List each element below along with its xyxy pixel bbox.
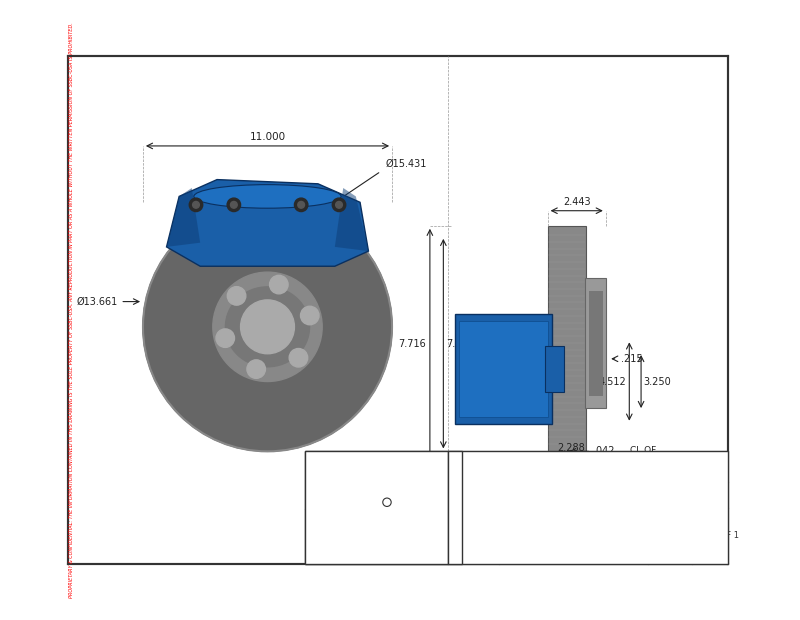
Circle shape — [270, 275, 288, 294]
Polygon shape — [166, 188, 200, 247]
Bar — [548, 226, 586, 461]
Bar — [545, 346, 564, 392]
Circle shape — [298, 202, 305, 208]
Bar — [455, 314, 552, 423]
Text: 3.233: 3.233 — [563, 461, 590, 472]
Circle shape — [332, 198, 346, 211]
Text: 4.512: 4.512 — [598, 376, 626, 386]
Text: -X: -X — [455, 533, 462, 539]
Circle shape — [247, 360, 266, 378]
Circle shape — [301, 306, 319, 325]
Circle shape — [382, 498, 391, 507]
Polygon shape — [335, 188, 369, 251]
Text: SSBC: SSBC — [333, 454, 421, 484]
Text: 6.465: 6.465 — [517, 477, 544, 487]
Circle shape — [227, 198, 241, 211]
Text: PHONE: 716-775-6700, FAX: 716-714-9600: PHONE: 716-775-6700, FAX: 716-714-9600 — [310, 531, 443, 536]
Text: PROPRIETARY & CONFIDENTIAL: THE INFORMATION CONTAINED IN THIS DRAWING IS THE SOL: PROPRIETARY & CONFIDENTIAL: THE INFORMAT… — [69, 22, 74, 598]
Circle shape — [336, 202, 342, 208]
Text: +Y: +Y — [469, 520, 478, 526]
Circle shape — [213, 272, 322, 381]
Circle shape — [230, 202, 238, 208]
Circle shape — [193, 202, 199, 208]
Bar — [448, 451, 462, 564]
Text: SHEET 1 OF 1: SHEET 1 OF 1 — [682, 531, 738, 541]
Text: WHEEL FITMENT: WHEEL FITMENT — [452, 479, 458, 536]
Bar — [585, 278, 606, 409]
Circle shape — [289, 348, 308, 367]
Text: 2005-2012 Ford F250 Fitment: 2005-2012 Ford F250 Fitment — [488, 459, 714, 474]
Circle shape — [216, 329, 234, 347]
Text: FRACTIONAL ±1/64
ANGULAR ±1/2°
2 PLACE DECIMAL ±.010 [.254]
3 PLACE DECIMAL ±.00: FRACTIONAL ±1/64 ANGULAR ±1/2° 2 PLACE D… — [452, 526, 555, 559]
Ellipse shape — [194, 185, 341, 208]
Bar — [448, 451, 728, 564]
Text: -Y: -Y — [470, 546, 477, 552]
Text: 7.716: 7.716 — [398, 339, 426, 348]
Circle shape — [241, 300, 294, 354]
Text: 2.443: 2.443 — [563, 197, 590, 207]
Text: 8/14/2024 1:32:57 PM (MOD)
8/14/2024 1:32:59 PM (DWG): 8/14/2024 1:32:57 PM (MOD) 8/14/2024 1:3… — [530, 487, 633, 502]
Circle shape — [294, 198, 308, 211]
Bar — [589, 291, 603, 396]
Text: .215: .215 — [621, 354, 642, 364]
Text: 11.000: 11.000 — [250, 131, 286, 142]
Bar — [459, 321, 548, 417]
Circle shape — [143, 202, 392, 451]
Circle shape — [227, 286, 246, 305]
Ellipse shape — [226, 287, 310, 367]
Text: USA: USA — [351, 481, 402, 501]
Text: TITLE: TITLE — [455, 475, 474, 480]
Text: .042: .042 — [593, 446, 614, 456]
Text: Ø13.661: Ø13.661 — [77, 296, 118, 306]
Bar — [306, 451, 448, 564]
Text: AMERICAN STOPPING POWER: AMERICAN STOPPING POWER — [319, 502, 434, 507]
Text: CL OF
ROTOR: CL OF ROTOR — [630, 446, 662, 466]
Polygon shape — [166, 180, 369, 266]
Text: 2.288: 2.288 — [558, 443, 585, 453]
Text: Project Location >: Project Location > — [453, 552, 522, 562]
Text: 3.250: 3.250 — [643, 376, 671, 386]
Text: SCALE 1:5: SCALE 1:5 — [649, 531, 691, 541]
Text: UNLESS OTHERWISE SPECIFIED
TOLERANCES:: UNLESS OTHERWISE SPECIFIED TOLERANCES: — [452, 512, 574, 526]
Circle shape — [190, 198, 202, 211]
Text: 7.231: 7.231 — [446, 339, 474, 348]
Bar — [306, 451, 448, 564]
Text: +X: +X — [486, 533, 496, 539]
Text: 555 POUND ROAD: 555 POUND ROAD — [342, 510, 411, 519]
Text: ALL CRITICAL DIMENSIONS
WILL BE CIRCLED: ALL CRITICAL DIMENSIONS WILL BE CIRCLED — [319, 470, 434, 491]
Text: PART  No.: PART No. — [453, 485, 489, 494]
Text: PRINT  No.: PRINT No. — [503, 510, 543, 519]
Text: Ø15.431: Ø15.431 — [386, 159, 426, 169]
Text: ELMA, NY 14059: ELMA, NY 14059 — [346, 519, 408, 528]
Text: REV: REV — [693, 487, 727, 503]
